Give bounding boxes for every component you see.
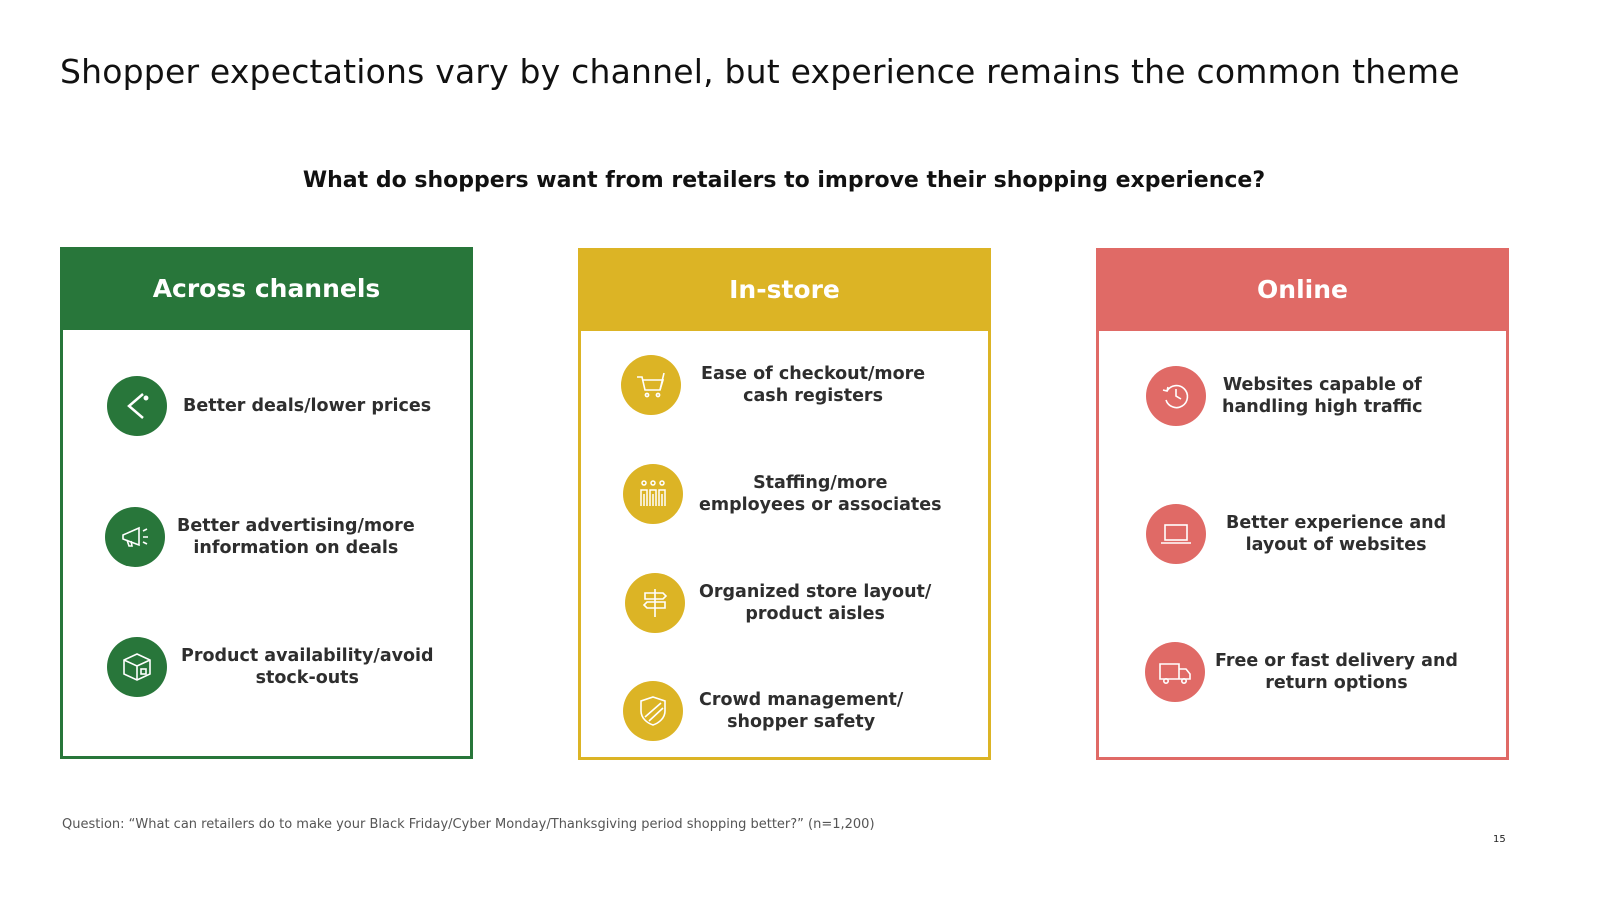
list-item: Product availability/avoid stock-outs	[107, 637, 434, 697]
shopping-cart-icon	[621, 355, 681, 415]
footnote: Question: “What can retailers do to make…	[62, 817, 875, 832]
list-item: Crowd management/ shopper safety	[623, 681, 903, 741]
item-label: Ease of checkout/more cash registers	[701, 364, 926, 406]
list-item: Staffing/more employees or associates	[623, 464, 942, 524]
panel-online: Online Websites capable of handling high…	[1096, 248, 1509, 760]
list-item: Websites capable of handling high traffi…	[1146, 366, 1423, 426]
people-icon	[623, 464, 683, 524]
panel-across-channels: Across channels Better deals/lower price…	[60, 247, 473, 759]
item-label: Free or fast delivery and return options	[1215, 651, 1458, 693]
refresh-clock-icon	[1146, 366, 1206, 426]
signpost-icon	[625, 573, 685, 633]
item-label: Better experience and layout of websites	[1226, 513, 1447, 555]
item-label: Websites capable of handling high traffi…	[1222, 375, 1423, 417]
panel-header: Online	[1096, 248, 1509, 331]
price-tag-icon	[107, 376, 167, 436]
page-title: Shopper expectations vary by channel, bu…	[60, 52, 1460, 91]
megaphone-icon	[105, 507, 165, 567]
item-label: Better deals/lower prices	[183, 396, 432, 416]
item-label: Better advertising/more information on d…	[177, 516, 415, 558]
panel-header: In-store	[578, 248, 991, 331]
laptop-icon	[1146, 504, 1206, 564]
item-label: Product availability/avoid stock-outs	[181, 646, 434, 688]
box-icon	[107, 637, 167, 697]
list-item: Better advertising/more information on d…	[105, 507, 415, 567]
list-item: Free or fast delivery and return options	[1145, 642, 1458, 702]
page-number: 15	[1493, 834, 1506, 845]
subtitle: What do shoppers want from retailers to …	[302, 168, 1266, 193]
list-item: Ease of checkout/more cash registers	[621, 355, 925, 415]
list-item: Better deals/lower prices	[107, 376, 431, 436]
item-label: Staffing/more employees or associates	[699, 473, 942, 515]
shield-icon	[623, 681, 683, 741]
item-label: Crowd management/ shopper safety	[699, 690, 904, 732]
delivery-truck-icon	[1145, 642, 1205, 702]
panel-in-store: In-store Ease of checkout/more cash regi…	[578, 248, 991, 760]
list-item: Organized store layout/ product aisles	[625, 573, 931, 633]
list-item: Better experience and layout of websites	[1146, 504, 1446, 564]
panel-header: Across channels	[60, 247, 473, 330]
item-label: Organized store layout/ product aisles	[699, 582, 932, 624]
